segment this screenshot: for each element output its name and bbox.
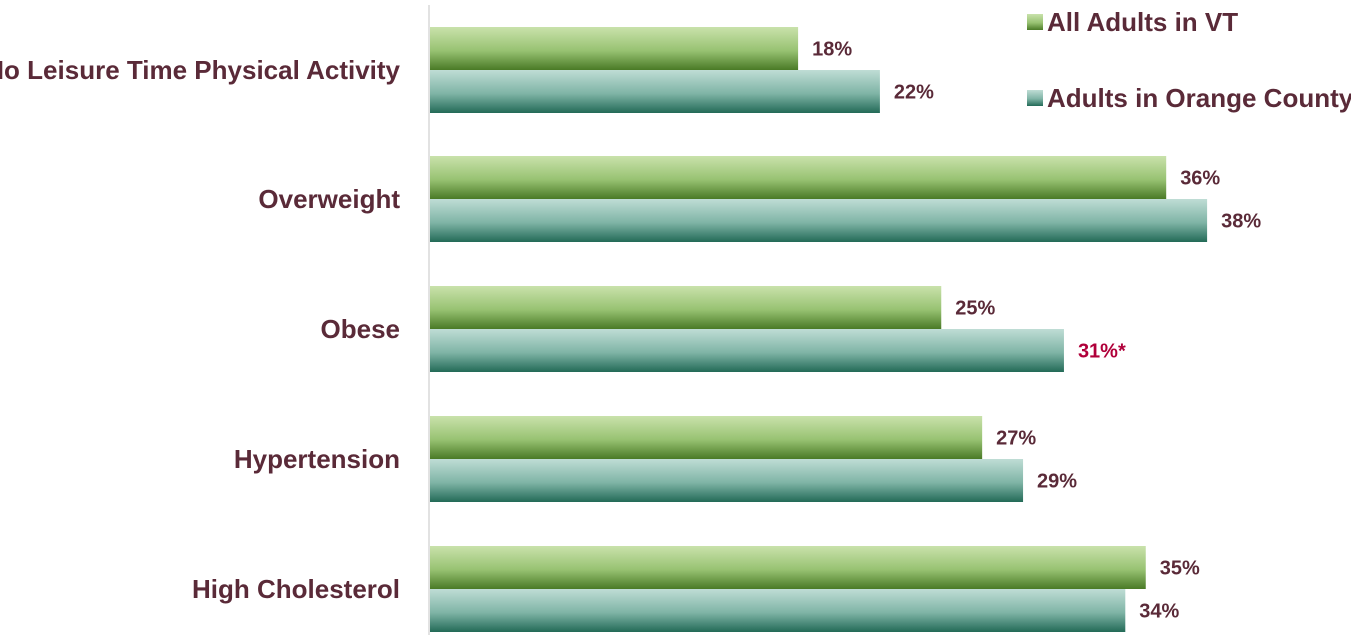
value-label-adults-in-orange-county-obese: 31%* bbox=[1078, 341, 1126, 363]
bar-adults-in-orange-county-overweight bbox=[430, 199, 1208, 242]
legend-label-adults-in-orange-county: Adults in Orange County bbox=[1047, 83, 1351, 113]
category-label-overweight: Overweight bbox=[258, 184, 400, 214]
legend-swatch-adults-in-orange-county bbox=[1027, 90, 1043, 106]
value-label-all-adults-in-vt-hypertension: 27% bbox=[996, 428, 1036, 450]
legend-label-all-adults-in-vt: All Adults in VT bbox=[1047, 7, 1238, 37]
bar-all-adults-in-vt-obese bbox=[430, 286, 942, 329]
value-label-adults-in-orange-county-no-leisure-time-physical-activity: 22% bbox=[894, 82, 934, 104]
bar-adults-in-orange-county-no-leisure-time-physical-activity bbox=[430, 70, 880, 113]
legend: All Adults in VT Adults in Orange County bbox=[1027, 7, 1351, 113]
bar-adults-in-orange-county-high-cholesterol bbox=[430, 589, 1126, 632]
value-label-adults-in-orange-county-hypertension: 29% bbox=[1037, 471, 1077, 493]
bar-all-adults-in-vt-high-cholesterol bbox=[430, 546, 1146, 589]
value-label-all-adults-in-vt-no-leisure-time-physical-activity: 18% bbox=[812, 39, 852, 61]
category-label-hypertension: Hypertension bbox=[234, 444, 400, 474]
bar-all-adults-in-vt-hypertension bbox=[430, 416, 983, 459]
bar-all-adults-in-vt-overweight bbox=[430, 156, 1167, 199]
legend-swatch-all-adults-in-vt bbox=[1027, 14, 1043, 30]
value-label-adults-in-orange-county-overweight: 38% bbox=[1221, 211, 1261, 233]
bar-adults-in-orange-county-obese bbox=[430, 329, 1064, 372]
value-labels: 18% 22% 36%38% 25% 31%* 27%29% 35% 34% bbox=[812, 39, 1261, 623]
value-label-all-adults-in-vt-high-cholesterol: 35% bbox=[1160, 558, 1200, 580]
category-label-obese: Obese bbox=[321, 314, 401, 344]
bars-group bbox=[430, 27, 1208, 632]
value-label-adults-in-orange-county-high-cholesterol: 34% bbox=[1139, 601, 1179, 623]
category-label-high-cholesterol: High Cholesterol bbox=[192, 574, 400, 604]
bar-adults-in-orange-county-hypertension bbox=[430, 459, 1024, 502]
value-label-all-adults-in-vt-overweight: 36% bbox=[1180, 168, 1220, 190]
category-label-no-leisure-time-physical-activity: No Leisure Time Physical Activity bbox=[0, 55, 401, 85]
category-labels: No Leisure Time Physical Activity Overwei… bbox=[0, 55, 401, 604]
bar-all-adults-in-vt-no-leisure-time-physical-activity bbox=[430, 27, 799, 70]
value-label-all-adults-in-vt-obese: 25% bbox=[955, 298, 995, 320]
